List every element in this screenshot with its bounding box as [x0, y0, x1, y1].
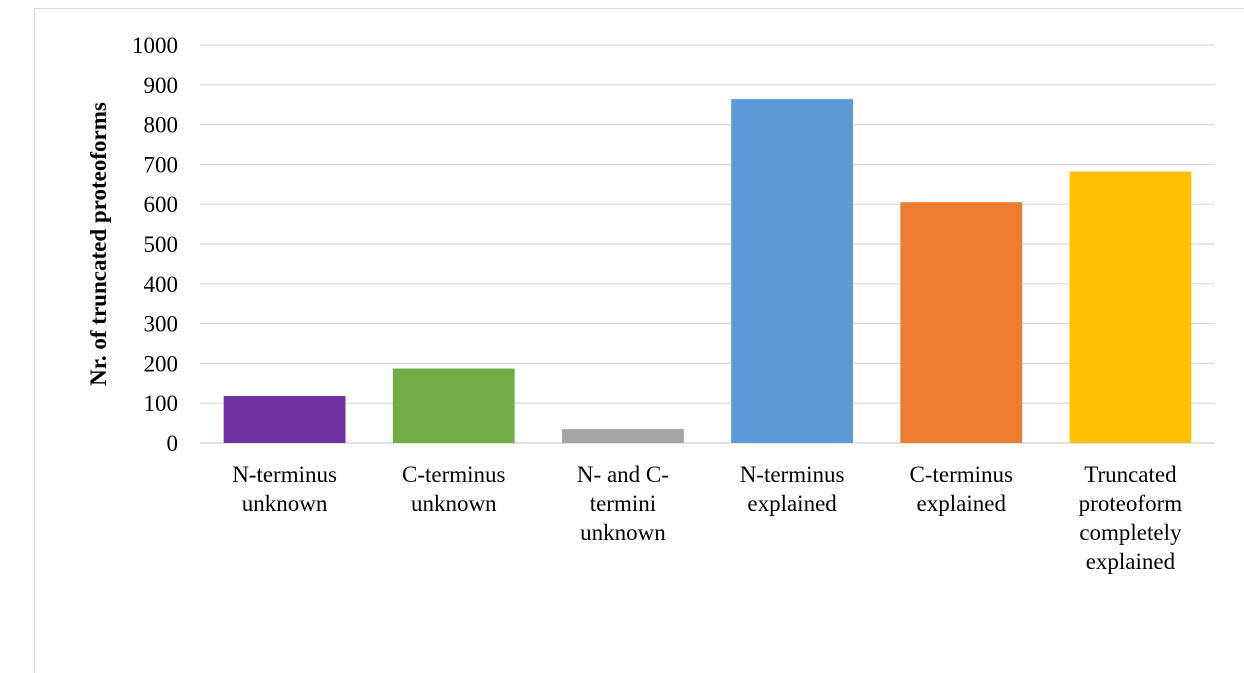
bar [223, 396, 346, 443]
gridlines [200, 44, 1215, 444]
bar [900, 202, 1023, 443]
y-tick-label: 1000 [132, 33, 178, 58]
x-category-label: N-terminus unknown [232, 462, 337, 516]
y-tick-label: 0 [167, 431, 179, 456]
y-tick-label: 400 [144, 272, 179, 297]
bar [1069, 171, 1192, 443]
bar [562, 429, 684, 443]
y-tick-label: 600 [144, 192, 179, 217]
y-axis-tick-labels: 0 100 200 300 400 500 600 700 800 900 1000 [132, 33, 178, 456]
bar [731, 99, 853, 444]
y-tick-label: 700 [144, 152, 179, 177]
y-tick-label: 300 [144, 312, 179, 337]
y-tick-label: 500 [144, 232, 179, 257]
x-category-label: Truncated proteoform completely explained [1079, 462, 1183, 574]
x-category-label: C-terminus explained [910, 462, 1014, 516]
y-tick-label: 100 [144, 391, 179, 416]
x-category-label: N- and C-termini unknown [577, 462, 669, 545]
y-axis-title: Nr. of truncated proteoforms [86, 102, 111, 386]
y-tick-label: 800 [144, 113, 179, 138]
x-axis-category-labels: N-terminus unknown C-terminus unknown N- and… [232, 462, 1182, 574]
bars [223, 99, 1192, 444]
x-category-label: C-terminus unknown [402, 462, 506, 516]
y-tick-label: 200 [144, 351, 179, 376]
x-category-label: N-terminus explained [740, 462, 845, 516]
y-tick-label: 900 [144, 73, 179, 98]
chart-frame [34, 8, 1244, 673]
bar [392, 368, 515, 443]
